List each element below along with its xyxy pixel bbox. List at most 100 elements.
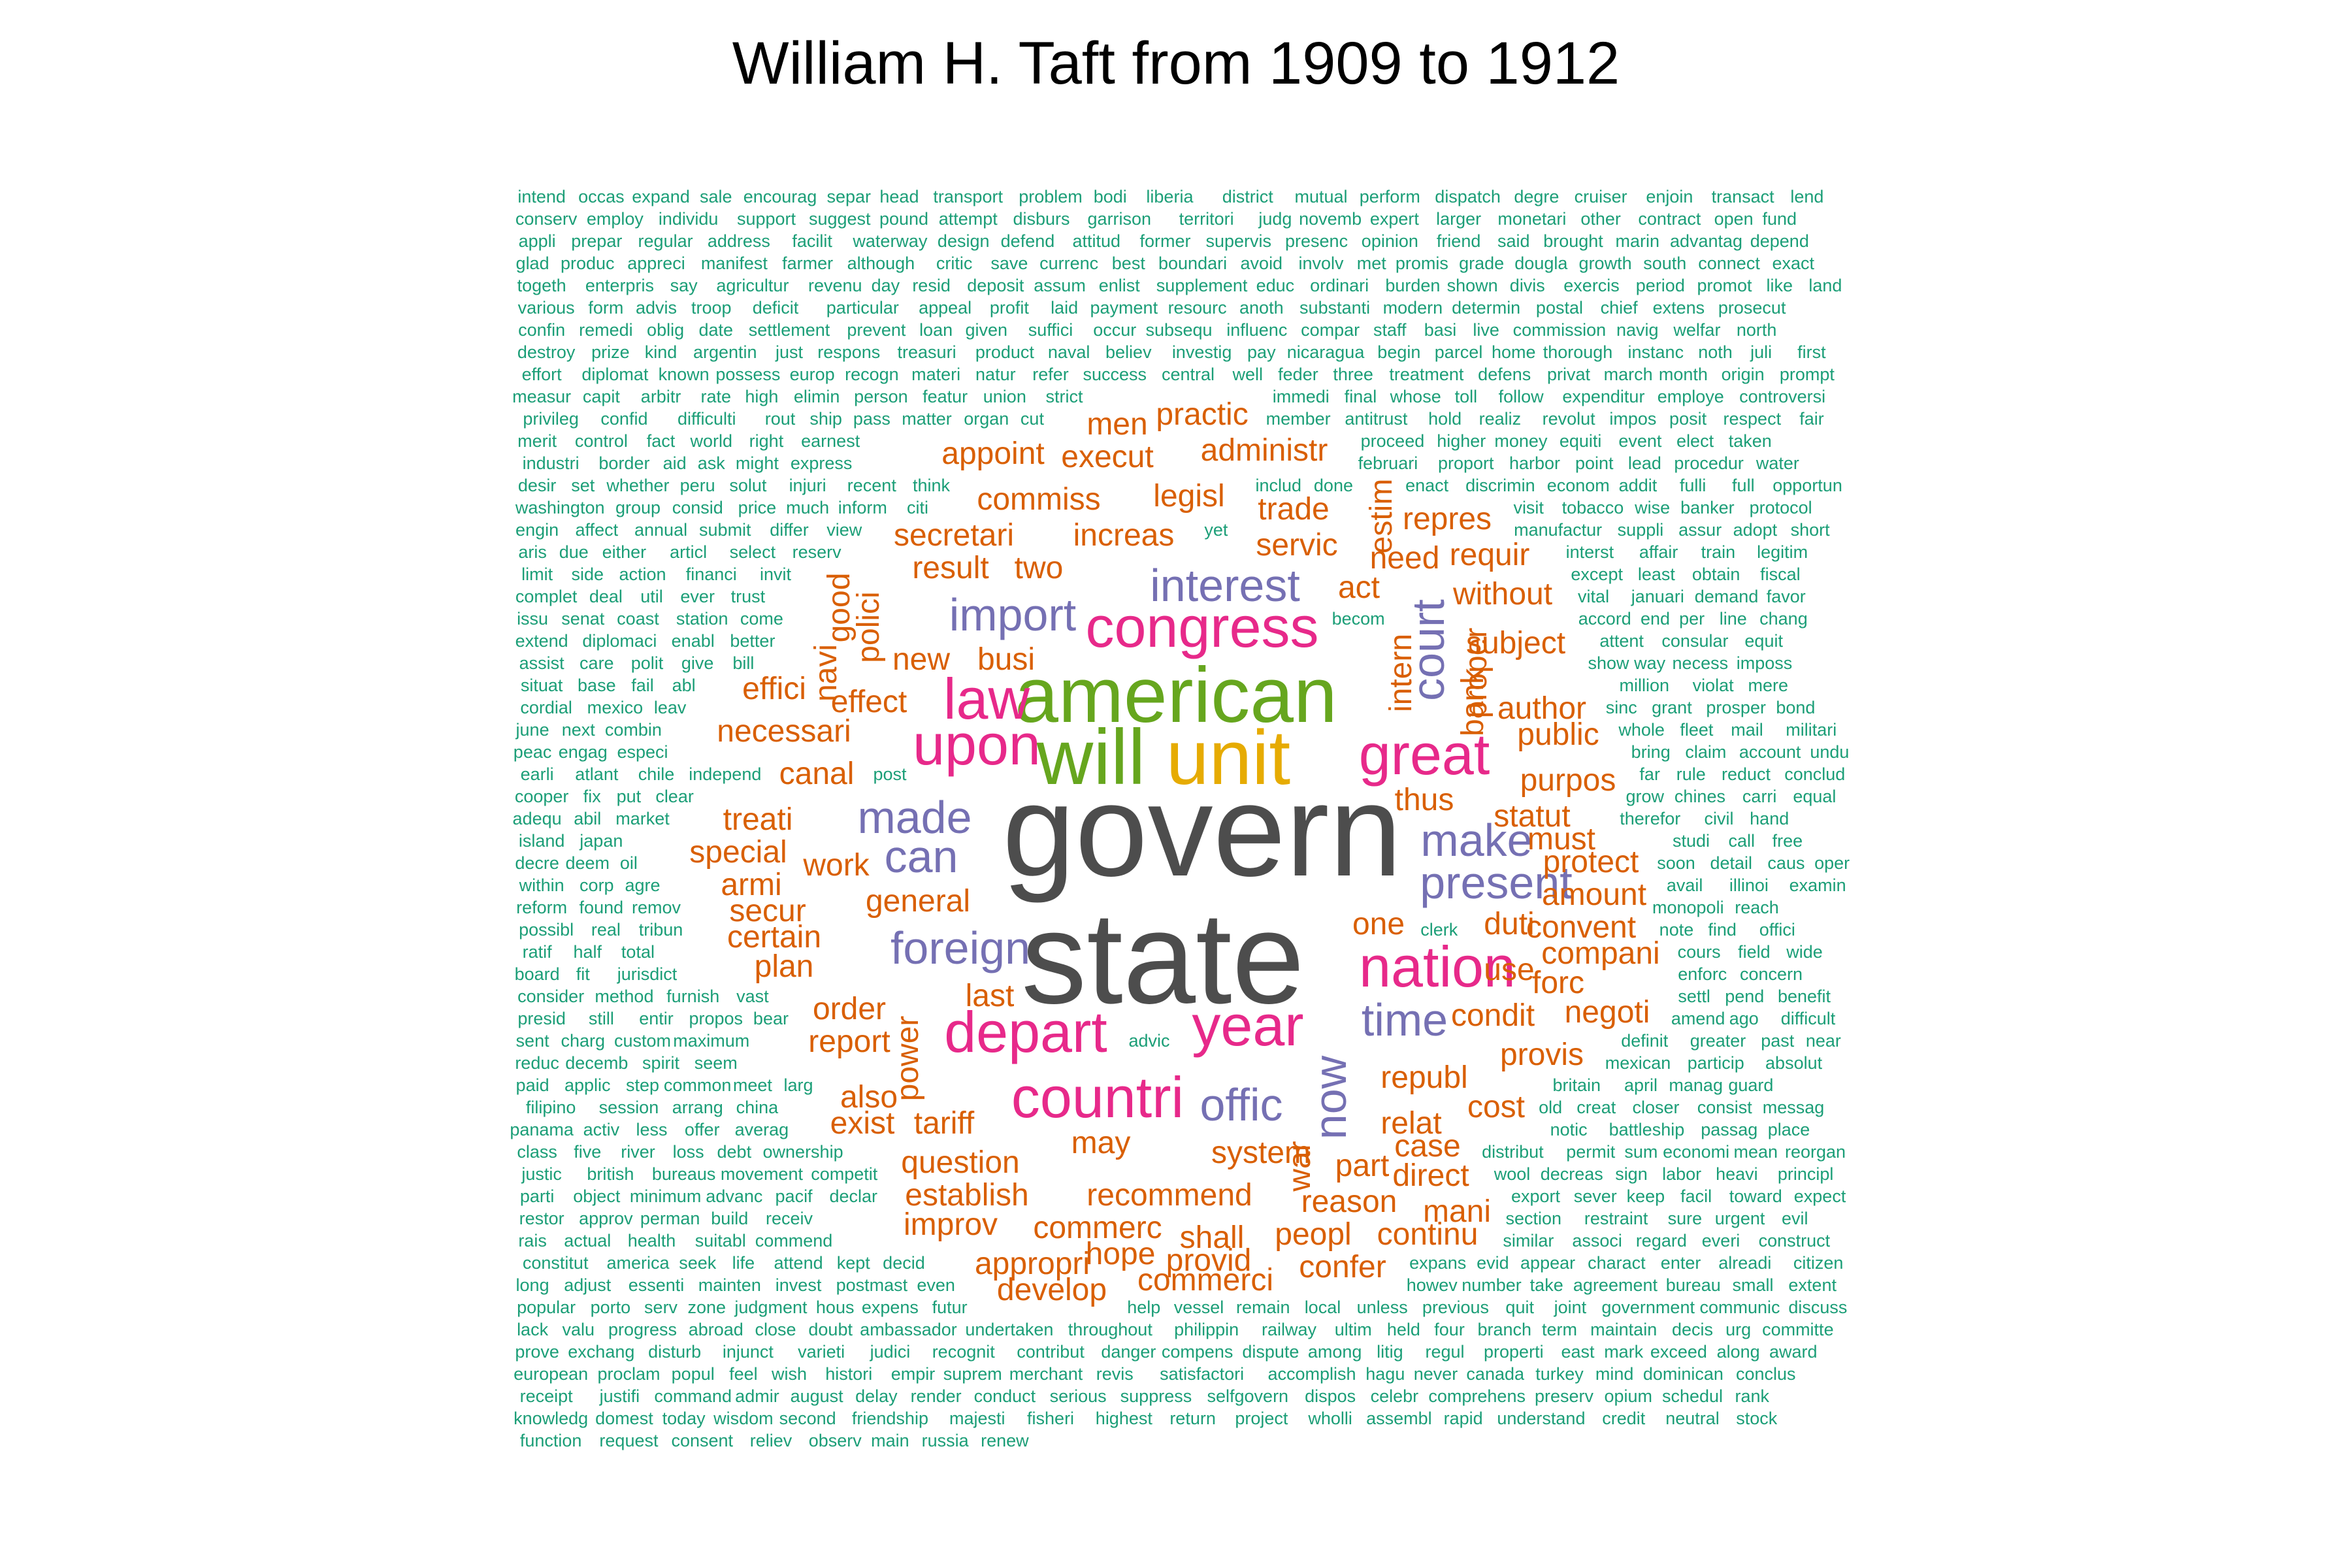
word-citizen: citizen (1793, 1253, 1844, 1273)
word-fisheri: fisheri (1027, 1409, 1074, 1428)
word-greater: greater (1690, 1031, 1746, 1051)
word-case: case (1394, 1129, 1460, 1164)
word-becom: becom (1332, 609, 1385, 629)
word-manufactur: manufactur (1514, 520, 1602, 540)
word-north: north (1737, 320, 1777, 340)
word-influenc: influenc (1226, 320, 1287, 340)
word-guard: guard (1728, 1075, 1773, 1095)
word-question: question (901, 1145, 1019, 1180)
word-credit: credit (1602, 1409, 1646, 1428)
word-origin: origin (1722, 365, 1765, 384)
word-territori: territori (1179, 209, 1234, 229)
word-various: various (518, 298, 575, 318)
word-togeth: togeth (517, 276, 566, 295)
word-relat: relat (1380, 1106, 1441, 1141)
word-deficit: deficit (753, 298, 799, 318)
word-bureau: bureau (1666, 1275, 1721, 1295)
word-east: east (1561, 1342, 1595, 1362)
word-facil: facil (1680, 1186, 1712, 1206)
word-legisl: legisl (1153, 479, 1224, 514)
word-previous: previous (1422, 1298, 1489, 1317)
word-observ: observ (809, 1431, 862, 1450)
word-result: result (912, 551, 988, 585)
word-undu: undu (1810, 742, 1849, 762)
word-labor: labor (1662, 1164, 1701, 1184)
word-million: million (1620, 676, 1670, 695)
word-found: found (580, 898, 624, 917)
word-selfgovern: selfgovern (1207, 1386, 1289, 1406)
word-growth: growth (1579, 253, 1632, 273)
word-attempt: attempt (939, 209, 998, 229)
word-line: line (1720, 609, 1747, 629)
word-border: border (598, 453, 649, 473)
word-brought: brought (1543, 231, 1603, 251)
word-order: order (813, 992, 886, 1026)
word-river: river (621, 1142, 655, 1162)
word-effici: effici (742, 672, 806, 706)
word-situat: situat (521, 676, 563, 695)
word-necessari: necessari (717, 714, 851, 749)
word-regular: regular (638, 231, 693, 251)
word-good: good (822, 573, 857, 643)
word-grant: grant (1652, 698, 1692, 717)
word-contribut: contribut (1017, 1342, 1085, 1362)
word-movement: movement (721, 1164, 804, 1184)
word-judici: judici (870, 1342, 911, 1362)
word-pass: pass (853, 409, 890, 429)
word-still: still (589, 1009, 614, 1028)
word-staff: staff (1373, 320, 1407, 340)
word-notic: notic (1550, 1120, 1588, 1139)
word-near: near (1806, 1031, 1841, 1051)
word-appoint: appoint (941, 436, 1044, 471)
word-least: least (1638, 564, 1676, 584)
word-might: might (736, 453, 779, 473)
word-keep: keep (1627, 1186, 1665, 1206)
word-banker: banker (1680, 498, 1735, 517)
word-atlant: atlant (575, 764, 619, 784)
word-bodi: bodi (1094, 187, 1127, 206)
word-necess: necess (1673, 653, 1729, 673)
word-appli: appli (519, 231, 556, 251)
word-loan: loan (919, 320, 953, 340)
word-vast: vast (736, 987, 769, 1006)
word-propos: propos (689, 1009, 743, 1028)
word-kept: kept (837, 1253, 871, 1273)
word-detail: detail (1710, 853, 1752, 873)
word-engin: engin (515, 520, 559, 540)
word-decid: decid (883, 1253, 925, 1273)
word-materi: materi (911, 365, 960, 384)
word-fact: fact (647, 431, 676, 451)
word-enjoin: enjoin (1646, 187, 1693, 206)
word-mail: mail (1731, 720, 1763, 740)
word-general: general (866, 884, 970, 919)
word-higher: higher (1437, 431, 1486, 451)
word-posit: posit (1669, 409, 1707, 429)
word-extend: extend (515, 631, 568, 651)
word-much: much (786, 498, 829, 517)
word-mexican: mexican (1605, 1053, 1671, 1073)
word-less: less (636, 1120, 668, 1139)
word-valu: valu (562, 1320, 595, 1339)
word-award: award (1769, 1342, 1818, 1362)
word-given: given (966, 320, 1008, 340)
word-substanti: substanti (1299, 298, 1370, 318)
word-land: land (1808, 276, 1842, 295)
word-abl: abl (672, 676, 696, 695)
word-laid: laid (1051, 298, 1078, 318)
word-citi: citi (907, 498, 928, 517)
word-far: far (1639, 764, 1660, 784)
word-individu: individu (659, 209, 719, 229)
word-discrimin: discrimin (1465, 476, 1535, 495)
word-occas: occas (578, 187, 625, 206)
word-fail: fail (631, 676, 654, 695)
word-mere: mere (1748, 676, 1789, 695)
word-earli: earli (521, 764, 554, 784)
word-bureaus: bureaus (652, 1164, 716, 1184)
word-farmer: farmer (782, 253, 833, 273)
word-mani: mani (1423, 1194, 1491, 1229)
word-advic: advic (1128, 1031, 1169, 1051)
word-enterpris: enterpris (585, 276, 654, 295)
word-employe: employe (1658, 387, 1724, 406)
word-charg: charg (561, 1031, 605, 1051)
